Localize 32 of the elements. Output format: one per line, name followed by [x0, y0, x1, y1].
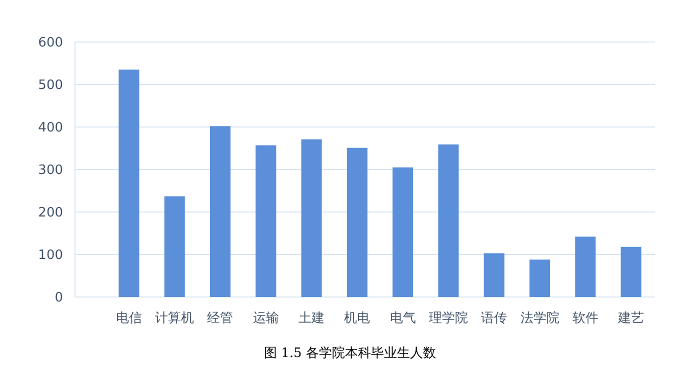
y-tick-label: 400 — [38, 120, 63, 136]
y-tick-label: 200 — [38, 206, 63, 221]
bar — [301, 139, 322, 297]
x-tick-label: 机电 — [344, 311, 370, 326]
bar — [118, 70, 140, 297]
caption: 图 1.5 各学院本科毕业生人数 — [264, 346, 436, 361]
bar — [346, 148, 368, 297]
bar — [620, 246, 642, 297]
y-tick-label: 300 — [38, 163, 63, 178]
bar — [484, 253, 504, 297]
bar — [210, 126, 231, 297]
bar — [392, 167, 414, 297]
bar — [164, 196, 185, 297]
y-tick-label: 600 — [38, 36, 63, 51]
x-tick-label: 运输 — [252, 311, 279, 326]
x-tick-label: 经管 — [207, 311, 234, 326]
x-tick-label: 土建 — [298, 311, 325, 326]
x-tick-label: 法学院 — [520, 311, 560, 326]
y-tick-label: 100 — [38, 248, 63, 264]
x-tick-label: 电气 — [390, 311, 416, 326]
x-tick-label: 计算机 — [155, 311, 194, 326]
x-tick-label: 理学院 — [428, 311, 468, 326]
x-tick-label: 软件 — [572, 311, 598, 326]
y-tick-label: 500 — [38, 78, 63, 94]
x-tick-label: 语传 — [481, 311, 508, 326]
bar — [438, 144, 459, 297]
x-tick-label: 建艺 — [617, 311, 644, 326]
y-tick-label: 0 — [54, 290, 63, 306]
x-tick-label: 电信 — [116, 311, 142, 326]
bar — [575, 236, 596, 297]
bar — [256, 145, 276, 297]
bar — [529, 260, 550, 297]
